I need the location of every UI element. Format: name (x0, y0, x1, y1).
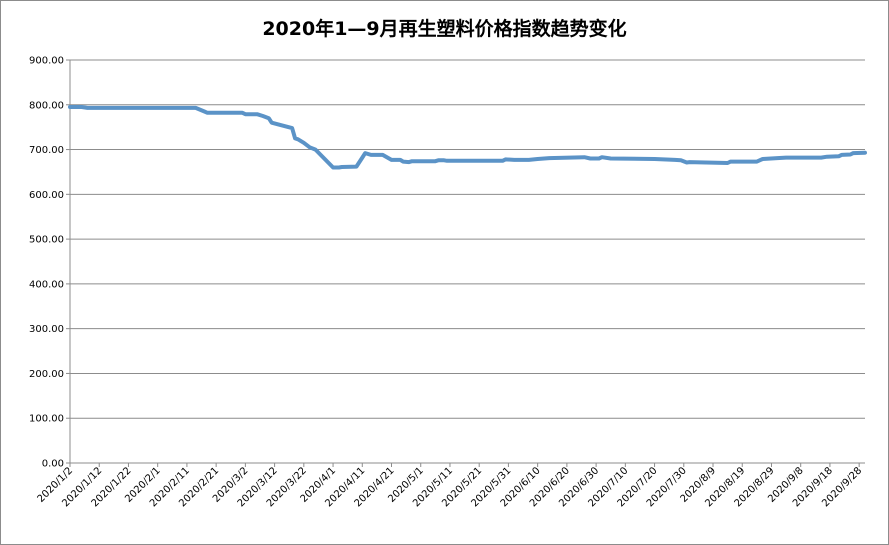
axes (69, 60, 865, 464)
series-layer (68, 105, 867, 170)
y-tick-label: 500.00 (29, 235, 64, 246)
y-tick-label: 600.00 (29, 190, 64, 201)
y-tick-label: 800.00 (29, 100, 64, 111)
gridlines (70, 59, 865, 419)
y-tick-label: 300.00 (29, 324, 64, 335)
series-line (68, 105, 867, 170)
y-tick-label: 400.00 (29, 279, 64, 290)
y-tick-label: 100.00 (29, 414, 64, 425)
x-tick-labels: 2020/1/22020/1/122020/1/222020/2/12020/2… (36, 463, 864, 509)
y-tick-label: 200.00 (29, 369, 64, 380)
y-tick-label: 0.00 (42, 459, 64, 470)
chart-title: 2020年1—9月再生塑料价格指数趋势变化 (262, 18, 627, 40)
y-tick-label: 700.00 (29, 145, 64, 156)
y-tick-labels: 0.00 100.00 200.00 300.00 400.00 500.00 600.00… (29, 56, 70, 470)
y-tick-label: 900.00 (29, 56, 64, 67)
